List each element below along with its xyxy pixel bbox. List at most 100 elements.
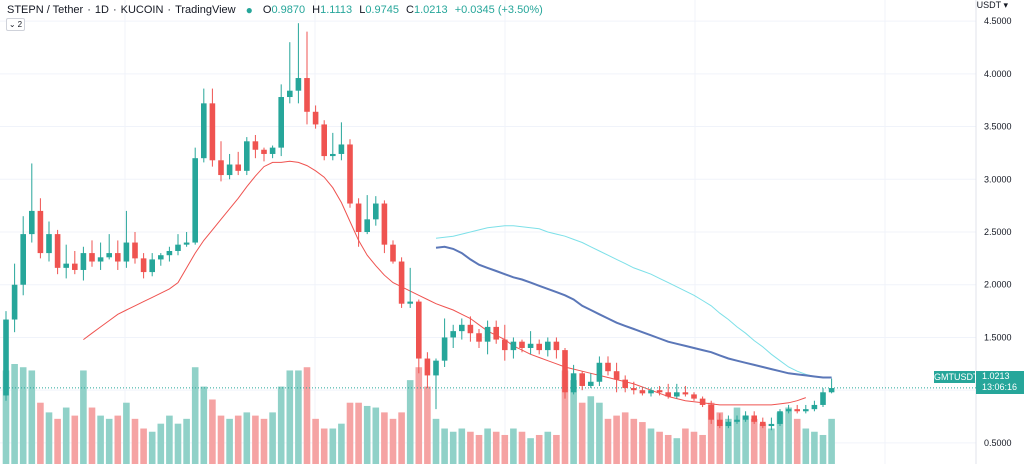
- candle-body: [553, 341, 560, 351]
- candle-body: [450, 331, 456, 338]
- volume-bar: [682, 428, 689, 464]
- volume-bar: [458, 428, 466, 464]
- volume-bar: [510, 428, 517, 464]
- candle-body: [192, 158, 198, 243]
- volume-bar: [630, 418, 638, 464]
- candle-body: [355, 203, 362, 232]
- candle-body: [304, 78, 310, 112]
- volume-bar: [819, 434, 827, 464]
- volume-bar: [140, 428, 147, 464]
- candle-body: [244, 141, 250, 171]
- volume-bar: [303, 367, 311, 464]
- candle-body: [218, 160, 224, 176]
- candle-body: [166, 250, 173, 256]
- interval-label[interactable]: 1D: [94, 4, 109, 16]
- volume-bar: [492, 431, 500, 464]
- candle-body: [390, 244, 396, 262]
- candle-body: [674, 392, 680, 397]
- candle-body: [20, 234, 26, 285]
- volume-bar: [406, 380, 414, 464]
- volume-bar: [372, 407, 380, 464]
- candle-body: [373, 203, 379, 220]
- candle-body: [132, 242, 138, 259]
- volume-bar: [449, 431, 457, 464]
- candle-body: [11, 284, 18, 320]
- volume-bar: [613, 415, 620, 464]
- candle-body: [175, 244, 181, 251]
- candle-body: [201, 103, 207, 159]
- candle-body: [149, 259, 155, 273]
- volume-bar: [234, 415, 242, 464]
- volume-bar: [381, 412, 388, 464]
- volume-bar: [647, 428, 655, 464]
- candle-body: [734, 419, 740, 422]
- low-value: 0.9745: [365, 4, 399, 16]
- candle-body: [579, 373, 585, 386]
- candle-body: [760, 421, 766, 427]
- currency-selector[interactable]: USDT ▾: [976, 0, 1008, 10]
- candle-body: [596, 362, 603, 382]
- candle-body: [665, 392, 671, 397]
- candle-body: [330, 153, 336, 157]
- volume-bar: [544, 431, 552, 464]
- candle-body: [295, 78, 302, 91]
- volume-bar: [561, 370, 569, 464]
- volume-bar: [699, 434, 706, 464]
- volume-bar: [338, 423, 345, 464]
- candle-body: [347, 144, 353, 204]
- candle-body: [768, 423, 775, 427]
- y-tick-label: 4.0000: [984, 69, 1012, 79]
- candle-body: [519, 341, 525, 348]
- volume-bar: [346, 402, 354, 464]
- volume-bar: [97, 415, 104, 464]
- volume-bar: [252, 415, 259, 464]
- volume-bar: [355, 402, 362, 464]
- exchange-label: KUCOIN: [120, 4, 164, 16]
- volume-bar: [286, 370, 294, 464]
- candle-body: [588, 381, 594, 386]
- volume-bar: [664, 434, 672, 464]
- indicators-toggle-button[interactable]: ⌄ 2: [6, 18, 25, 31]
- candle-body: [398, 261, 405, 304]
- volume-bar: [578, 402, 586, 464]
- candle-body: [785, 409, 792, 412]
- volume-bar: [295, 370, 302, 464]
- volume-bar: [725, 418, 732, 464]
- volume-bar: [750, 418, 758, 464]
- candle-body: [639, 390, 646, 394]
- volume-bar: [467, 431, 474, 464]
- candle-body: [570, 373, 577, 393]
- volume-bar: [828, 418, 835, 464]
- last-price-badge: 1.0213 13:06:16: [976, 371, 1024, 394]
- candle-body: [493, 326, 499, 340]
- candle-body: [717, 419, 723, 427]
- volume-bar: [621, 412, 629, 464]
- volume-bar: [604, 418, 612, 464]
- volume-bar: [432, 418, 440, 464]
- candle-body: [158, 255, 164, 260]
- candle-body: [631, 388, 637, 391]
- volume-bar: [424, 386, 431, 464]
- volume-bar: [19, 367, 27, 464]
- candle-body: [29, 210, 35, 235]
- candle-body: [527, 343, 534, 348]
- candle-body: [183, 242, 190, 245]
- candle-body: [502, 339, 508, 351]
- volume-bar: [793, 418, 801, 464]
- candle-body: [682, 392, 689, 395]
- candle-body: [321, 124, 327, 157]
- ma-mid-line: [435, 245, 832, 379]
- bar-countdown: 13:06:16: [982, 382, 1018, 392]
- close-value: 1.0213: [413, 4, 448, 16]
- candle-body: [54, 234, 61, 268]
- candle-body: [803, 409, 809, 412]
- candle-body: [613, 371, 620, 380]
- candle-body: [656, 390, 663, 393]
- volume-bar: [733, 407, 741, 464]
- volume-bar: [389, 418, 397, 464]
- volume-bar: [105, 418, 113, 464]
- symbol-name[interactable]: STEPN / Tether: [7, 4, 84, 16]
- candle-body: [742, 415, 749, 420]
- volume-bar: [174, 423, 182, 464]
